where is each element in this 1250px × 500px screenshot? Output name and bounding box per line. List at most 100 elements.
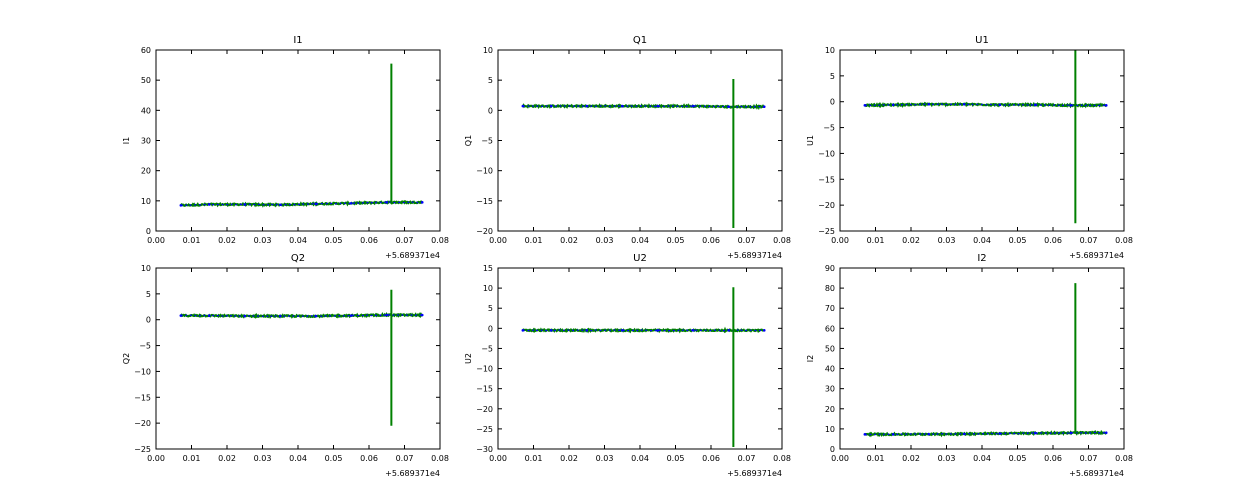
- y-tick-label: −20: [476, 405, 493, 414]
- x-offset-label: +5.689371e4: [1069, 469, 1124, 478]
- x-tick-label: 0.08: [1115, 454, 1133, 463]
- data-point: [420, 201, 424, 204]
- y-tick-label: −15: [476, 385, 493, 394]
- y-tick-label: 50: [825, 344, 835, 353]
- axes-frame: [839, 49, 1125, 232]
- x-tick-label: 0.00: [147, 236, 165, 245]
- y-tick-label: −10: [476, 167, 493, 176]
- y-tick-label: 20: [141, 167, 151, 176]
- data-point: [927, 103, 931, 106]
- y-tick-label: −20: [134, 419, 151, 428]
- x-tick-label: 0.05: [1009, 236, 1027, 245]
- y-tick-label: 0: [830, 445, 835, 454]
- x-tick-label: 0.01: [525, 454, 543, 463]
- data-point: [179, 204, 183, 207]
- axes-frame: [497, 267, 783, 450]
- chart-panel-i1: I1 I1 0.00 0.01 0.02 0.03 0.04 0.05 0.06 0.07 0.08…: [122, 35, 449, 260]
- x-tick-label: 0.08: [773, 236, 791, 245]
- x-tick-label: 0.07: [738, 236, 756, 245]
- chart-panel-u2: U2 U2 0.00 0.01 0.02 0.03 0.04 0.05 0.06 0.07 0.08…: [464, 253, 791, 478]
- y-tick-label: −5: [139, 342, 151, 351]
- axes-frame: [155, 267, 441, 450]
- data-point: [207, 314, 211, 317]
- x-tick-label: 0.08: [1115, 236, 1133, 245]
- data-point: [727, 105, 731, 109]
- x-tick-label: 0.03: [596, 454, 614, 463]
- plot-area: [863, 50, 1108, 224]
- x-tick-label: 0.08: [431, 454, 449, 463]
- series-green-line: [864, 101, 1108, 109]
- y-tick-label: 10: [141, 264, 151, 273]
- y-tick-label: −15: [476, 197, 493, 206]
- series-green-line: [179, 199, 424, 208]
- y-tick-label: −20: [476, 227, 493, 236]
- y-tick-label: 40: [825, 365, 835, 374]
- y-tick-label: −20: [818, 201, 835, 210]
- x-tick-label: 0.02: [218, 236, 236, 245]
- x-tick-label: 0.04: [631, 454, 649, 463]
- data-point: [179, 314, 183, 317]
- x-tick-label: 0.00: [489, 454, 507, 463]
- x-tick-label: 0.01: [867, 454, 885, 463]
- data-point: [420, 313, 424, 317]
- y-axis-label: Q1: [464, 135, 473, 146]
- y-tick-label: 50: [141, 76, 151, 85]
- y-tick-label: 10: [483, 46, 493, 55]
- y-tick-label: 0: [488, 106, 493, 115]
- y-tick-label: −10: [134, 367, 151, 376]
- data-point: [656, 329, 660, 332]
- plot-area: [521, 287, 766, 447]
- y-tick-label: −25: [134, 445, 151, 454]
- data-point: [207, 203, 211, 206]
- data-point: [727, 329, 731, 332]
- data-point: [656, 104, 660, 108]
- data-point: [762, 105, 766, 109]
- x-tick-label: 0.07: [1080, 236, 1098, 245]
- data-point: [691, 104, 695, 108]
- chart-panel-i2: I2 I2 0.00 0.01 0.02 0.03 0.04 0.05 0.06 0.07 0.08…: [806, 253, 1133, 478]
- x-tick-label: 0.06: [702, 236, 720, 245]
- chart-panel-u1: U1 U1 0.00 0.01 0.02 0.03 0.04 0.05 0.06 0.07 0.08…: [806, 35, 1133, 260]
- y-tick-label: 5: [488, 76, 493, 85]
- chart-title: I2: [977, 253, 986, 264]
- data-point: [278, 314, 282, 318]
- x-tick-label: 0.00: [831, 236, 849, 245]
- data-point: [349, 201, 353, 205]
- data-point: [243, 203, 247, 206]
- x-tick-label: 0.02: [902, 236, 920, 245]
- data-point: [691, 329, 695, 332]
- y-tick-label: −25: [818, 227, 835, 236]
- y-tick-label: 80: [825, 284, 835, 293]
- y-tick-label: 0: [830, 98, 835, 107]
- data-point: [278, 203, 282, 207]
- x-tick-label: 0.06: [1044, 454, 1062, 463]
- y-tick-label: 0: [146, 316, 151, 325]
- data-point: [549, 104, 553, 108]
- x-tick-label: 0.03: [938, 454, 956, 463]
- y-tick-label: 15: [483, 264, 493, 273]
- data-point: [314, 202, 318, 206]
- x-tick-label: 0.00: [489, 236, 507, 245]
- y-tick-label: 10: [825, 425, 835, 434]
- x-tick-label: 0.07: [396, 236, 414, 245]
- plot-area: [179, 63, 424, 208]
- x-tick-label: 0.08: [773, 454, 791, 463]
- y-tick-label: 60: [141, 46, 151, 55]
- y-tick-label: −10: [476, 365, 493, 374]
- x-tick-label: 0.07: [396, 454, 414, 463]
- data-point: [927, 432, 931, 436]
- y-tick-label: 10: [825, 46, 835, 55]
- x-tick-label: 0.00: [831, 454, 849, 463]
- data-point: [891, 103, 895, 107]
- chart-panel-q1: Q1 Q1 0.00 0.01 0.02 0.03 0.04 0.05 0.06 0.07 0.08…: [464, 35, 791, 260]
- x-tick-label: 0.06: [702, 454, 720, 463]
- data-point: [1033, 431, 1037, 435]
- data-point: [521, 329, 525, 332]
- x-tick-label: 0.08: [431, 236, 449, 245]
- plot-area: [521, 78, 766, 228]
- x-tick-label: 0.04: [973, 236, 991, 245]
- y-axis-label: U1: [806, 135, 815, 146]
- data-point: [349, 314, 353, 317]
- series-green-line: [864, 429, 1108, 438]
- x-tick-label: 0.03: [254, 454, 272, 463]
